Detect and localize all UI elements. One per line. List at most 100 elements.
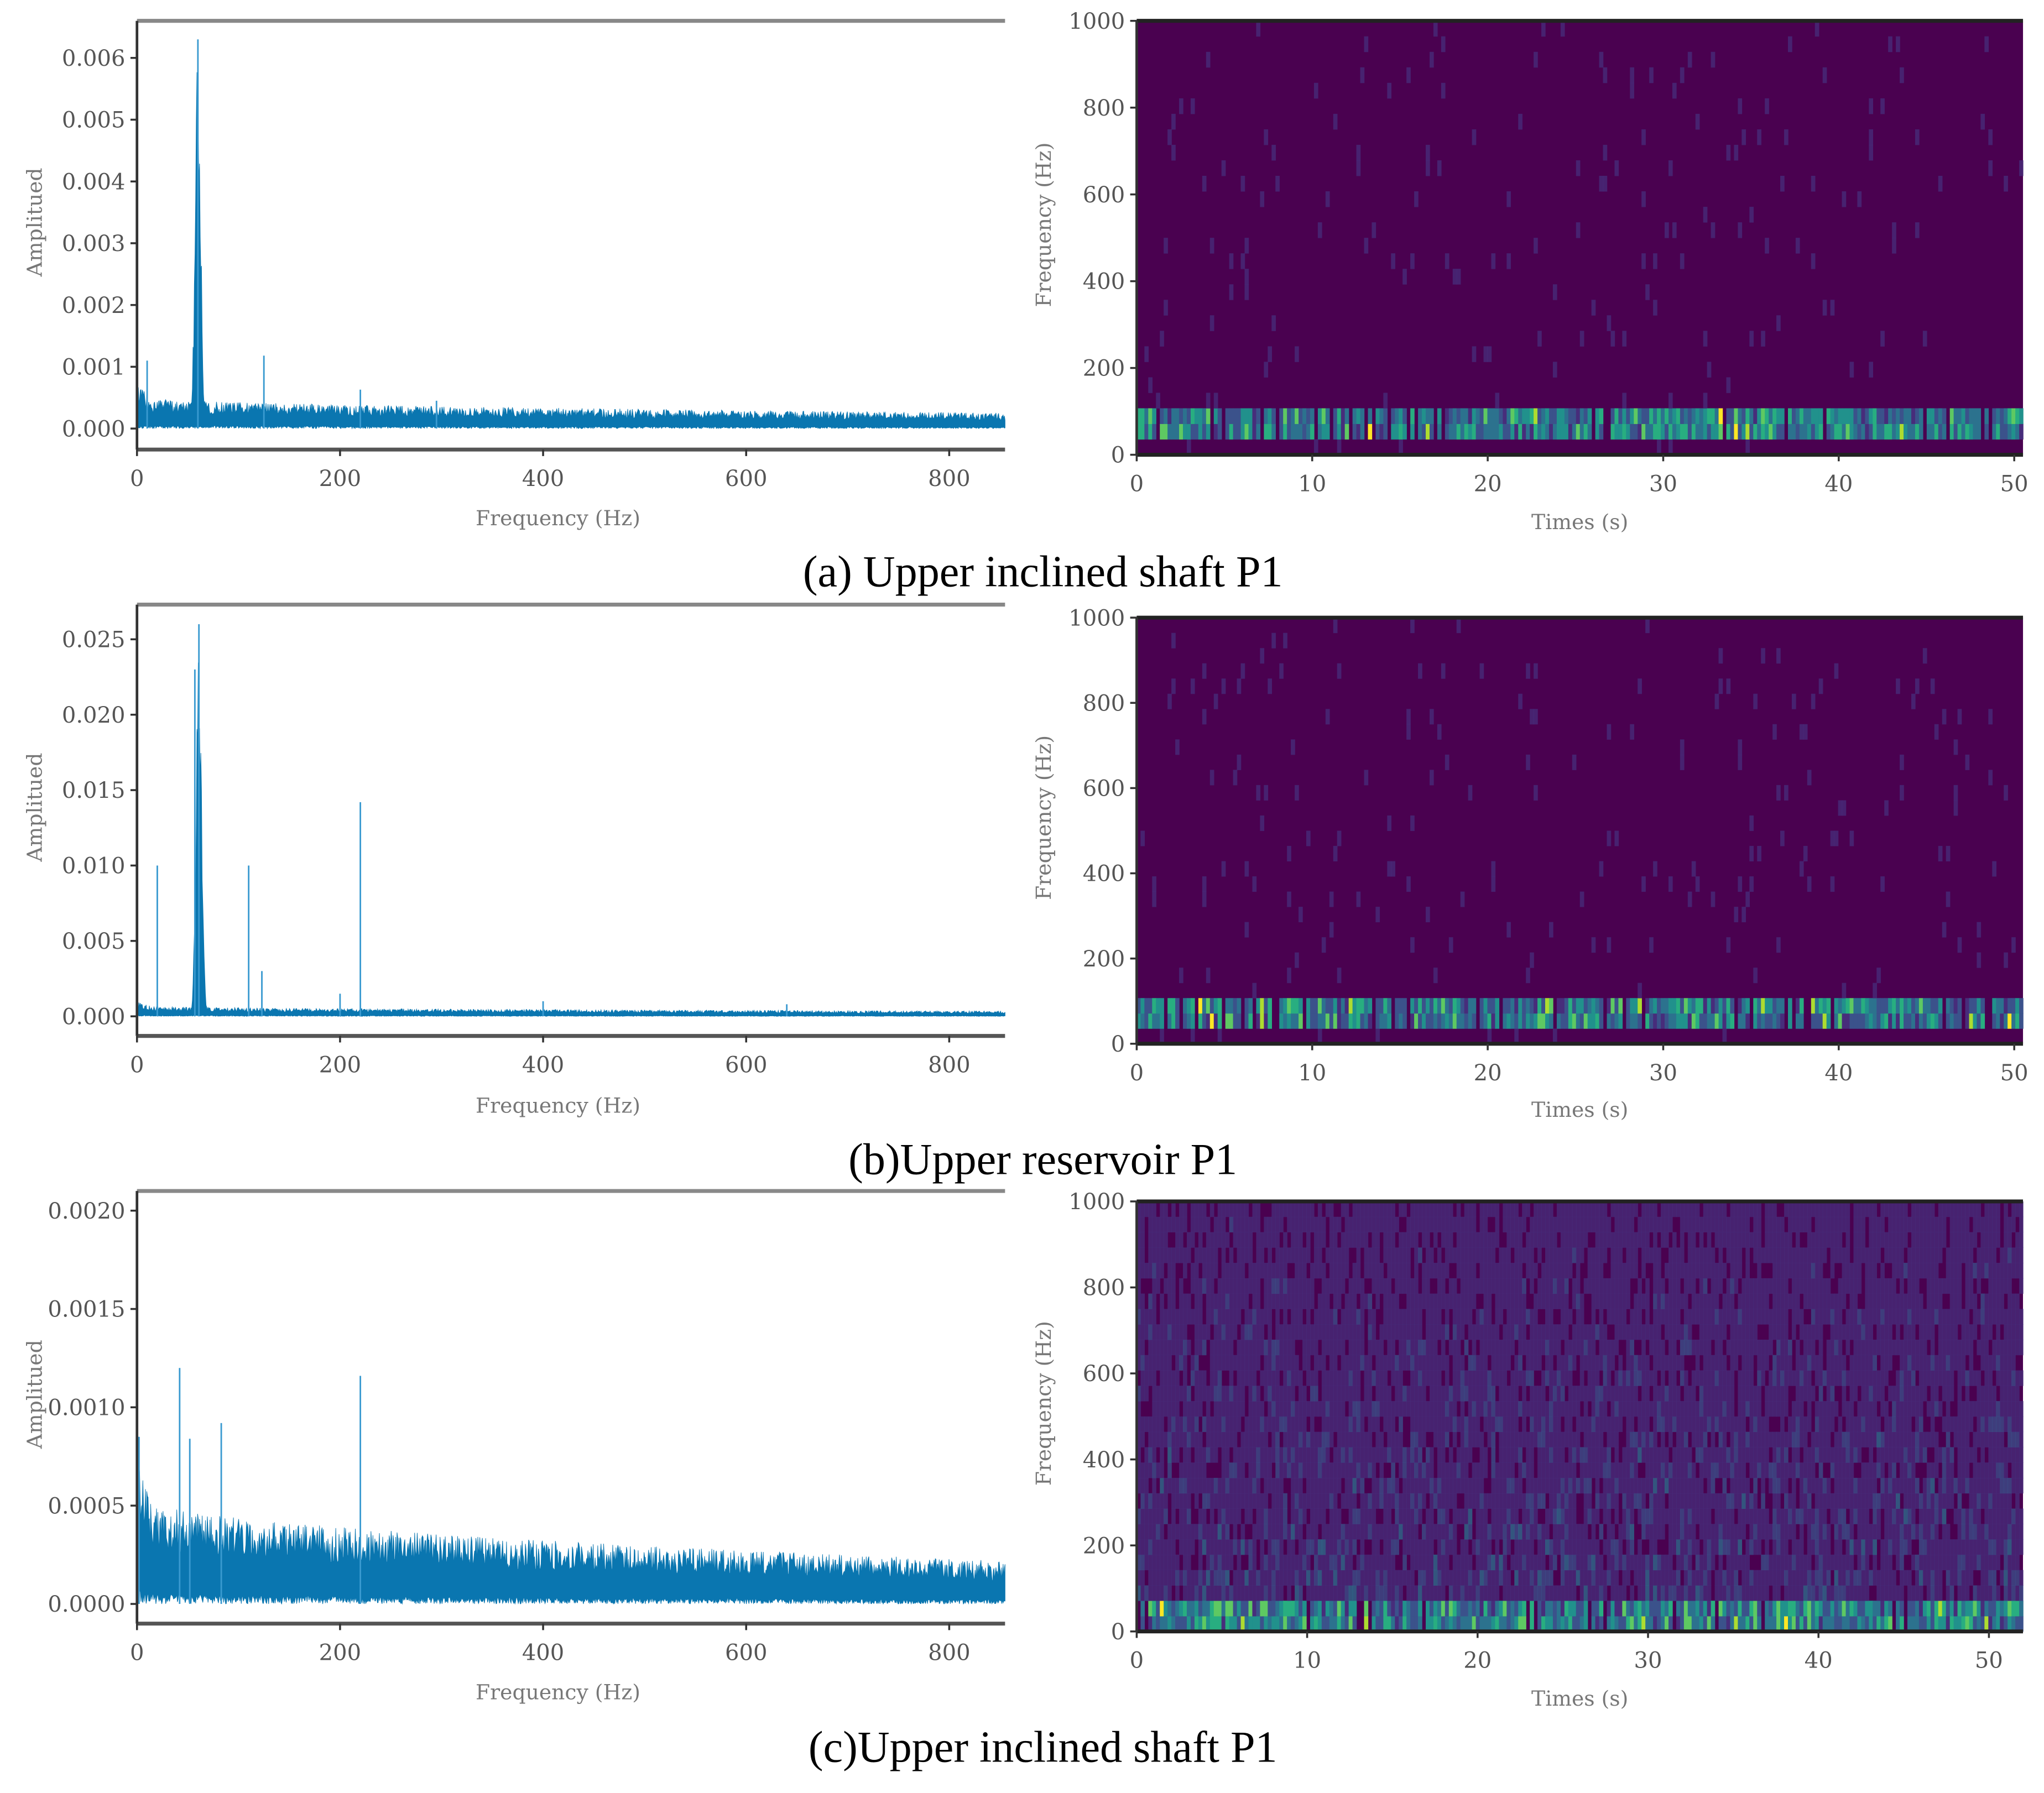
spectrogram-cell	[1552, 1554, 1557, 1571]
spectrogram-cell	[1510, 1013, 1515, 1029]
spectrogram-cell	[1291, 739, 1295, 755]
spectrogram-cell	[1900, 785, 1904, 801]
spectrogram-cell	[1437, 1585, 1442, 1601]
spectrogram-cell	[1356, 1355, 1361, 1371]
spectrogram-cell	[1329, 891, 1334, 907]
spectrogram-cell	[1136, 1263, 1141, 1279]
spectrogram-cell	[1264, 1462, 1269, 1478]
caption-b: (b)Upper reservoir P1	[848, 1136, 1237, 1184]
spectrogram-cell	[1707, 1386, 1712, 1402]
spectrogram-cell	[1256, 1416, 1261, 1433]
spectrogram-cell	[1171, 1201, 1176, 1217]
spectrogram-cell	[1221, 1278, 1226, 1294]
spectrogram-cell	[1695, 1431, 1700, 1447]
spectrogram-cell	[1295, 1477, 1299, 1494]
spectrogram-cell	[1622, 1447, 1627, 1463]
spectrogram-cell	[1206, 1324, 1211, 1340]
spectrogram-cell	[1579, 1247, 1584, 1263]
spectrogram-cell	[1787, 424, 1792, 440]
panel-a-spectrum: 0 200 400 600 8000.0000.0010.0020.0030.0040.…	[23, 19, 1005, 530]
spectrogram-cell	[1842, 191, 1847, 207]
spectrogram-cell	[1452, 269, 1457, 285]
spectrogram-cell	[1534, 1201, 1538, 1217]
spectrogram-cell	[1814, 424, 1819, 440]
spectrogram-cell	[1302, 1263, 1307, 1279]
spectrogram-cell	[1352, 1309, 1357, 1325]
spectrogram-cell	[1776, 785, 1781, 801]
spectrogram-cell	[1961, 408, 1966, 424]
spectrogram-cell	[1148, 1462, 1153, 1478]
spectrogram-cell	[1310, 1524, 1315, 1540]
spectrogram-cell	[1552, 1339, 1557, 1356]
spectrogram-cell	[1595, 1293, 1600, 1309]
spectrogram-cell	[1541, 1232, 1546, 1248]
spectrogram-cell	[1510, 1477, 1515, 1494]
spectrogram-cell	[1287, 1447, 1291, 1463]
spectrogram-cell	[1668, 1201, 1673, 1217]
spectrogram-cell	[1437, 1616, 1442, 1632]
spectrogram-cell	[1213, 408, 1218, 424]
spectrogram-cell	[1665, 1013, 1669, 1029]
spectrogram-cell	[1472, 1539, 1477, 1555]
spectrogram-cell	[1360, 1216, 1365, 1233]
spectrogram-cell	[1329, 998, 1334, 1014]
spectrogram-cell	[1603, 1477, 1608, 1494]
spectrogram-cell	[1287, 1355, 1291, 1371]
spectrogram-cell	[1256, 998, 1261, 1014]
spectrogram-cell	[1441, 1324, 1446, 1340]
spectrogram-cell	[1260, 648, 1265, 664]
spectrogram-cell	[1460, 424, 1465, 440]
spectrogram-cell	[1248, 1447, 1253, 1463]
spectrogram-cell	[1260, 1339, 1265, 1356]
spectrogram-cell	[1244, 1370, 1249, 1386]
spectrogram-cell	[1426, 1293, 1430, 1309]
spectrogram-cell	[1707, 1524, 1712, 1540]
spectrogram-cell	[1271, 1216, 1276, 1233]
spectrogram-cell	[1665, 408, 1669, 424]
spectrogram-cell	[1687, 424, 1692, 440]
spectrogram-cell	[1391, 1524, 1395, 1540]
spectrogram-cell	[1410, 1324, 1415, 1340]
spectrogram-cell	[1468, 1616, 1473, 1632]
spectrogram-cell	[1221, 678, 1226, 694]
spectrogram-cell	[1279, 1216, 1284, 1233]
spectrogram-cell	[1399, 1309, 1403, 1325]
spectrogram-cell	[1313, 1447, 1318, 1463]
spectrogram-cell	[1638, 982, 1642, 999]
spectrogram-cell	[1283, 1293, 1287, 1309]
spectrogram-cell	[1707, 1554, 1712, 1571]
spectrogram-cell	[1634, 1477, 1638, 1494]
spectrogram-cell	[1607, 315, 1612, 331]
spectrogram-cell	[1564, 408, 1569, 424]
spectrogram-cell	[1364, 1616, 1369, 1632]
spectrogram-cell	[1506, 1477, 1511, 1494]
spectrogram-cell	[1548, 1462, 1553, 1478]
spectrogram-cell	[1206, 1601, 1211, 1617]
spectrogram-cell	[1653, 1462, 1657, 1478]
spectrogram-cell	[1460, 891, 1465, 907]
spectrogram-cell	[1695, 1601, 1700, 1617]
spectrogram-cell	[1483, 1278, 1488, 1294]
spectrogram-cell	[1645, 1232, 1650, 1248]
spectrogram-cell	[1202, 1601, 1207, 1617]
spectrogram-cell	[1630, 1370, 1634, 1386]
spectrogram-cell	[1734, 424, 1739, 440]
spectrogram-cell	[1977, 424, 1982, 440]
spectrogram-cell	[1683, 1477, 1688, 1494]
spectrogram-cell	[1445, 754, 1449, 770]
spectrogram-cell	[1179, 1570, 1183, 1586]
spectrogram-cell	[1703, 1493, 1708, 1509]
spectrogram-cell	[1711, 1401, 1715, 1417]
spectrogram-cell	[1495, 1477, 1500, 1494]
spectrogram-cell	[1691, 1278, 1696, 1294]
spectrogram-cell	[1402, 1339, 1407, 1356]
spectrogram-cell	[1341, 1386, 1346, 1402]
spectrogram-cell	[2007, 408, 2012, 424]
spectrogram-cell	[1475, 1508, 1480, 1524]
spectrogram-cell	[1734, 144, 1739, 161]
spectrogram-cell	[1144, 1585, 1149, 1601]
spectrogram-cell	[1552, 1216, 1557, 1233]
spectrogram-cell	[1268, 998, 1272, 1014]
spectrogram-cell	[1275, 1370, 1280, 1386]
spectrogram-cell	[1680, 424, 1685, 440]
